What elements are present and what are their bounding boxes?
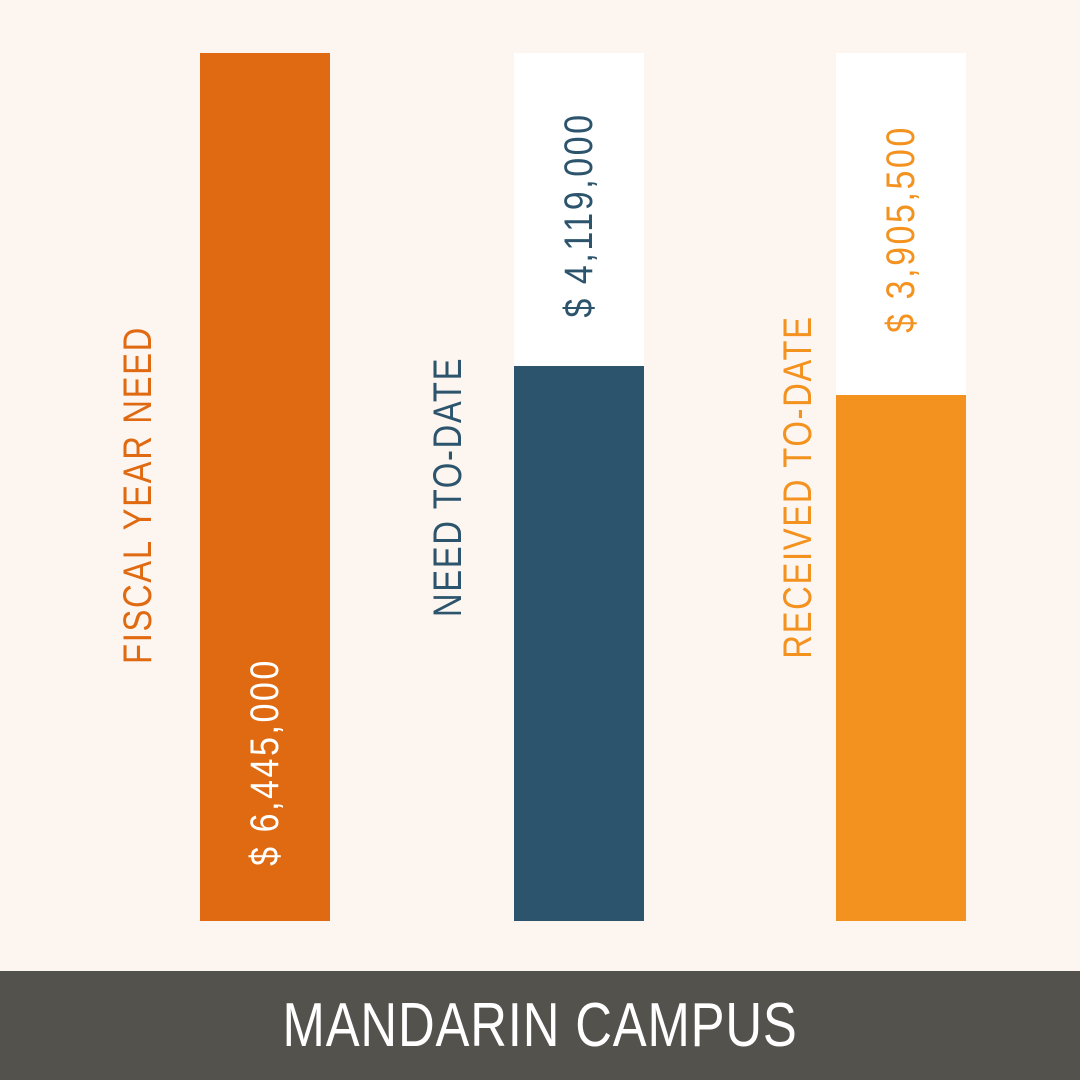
value-label-2: $ 4,119,000 <box>557 111 601 318</box>
chart-title: MANDARIN CAMPUS <box>282 990 798 1060</box>
footer-banner: MANDARIN CAMPUS <box>0 971 1080 1080</box>
value-label-3: $ 3,905,500 <box>879 125 923 333</box>
bar-track-2 <box>514 53 644 921</box>
bar-2 <box>514 366 644 921</box>
bar-3 <box>836 395 966 921</box>
bar-track-1 <box>200 53 330 921</box>
category-label-1: FISCAL YEAR NEED <box>116 326 160 664</box>
bar-1 <box>200 53 330 921</box>
category-label-2: NEED TO-DATE <box>426 356 470 618</box>
category-label-3: RECEIVED TO-DATE <box>776 315 820 659</box>
value-label-1: $ 6,445,000 <box>243 658 287 866</box>
bar-track-3 <box>836 53 966 921</box>
